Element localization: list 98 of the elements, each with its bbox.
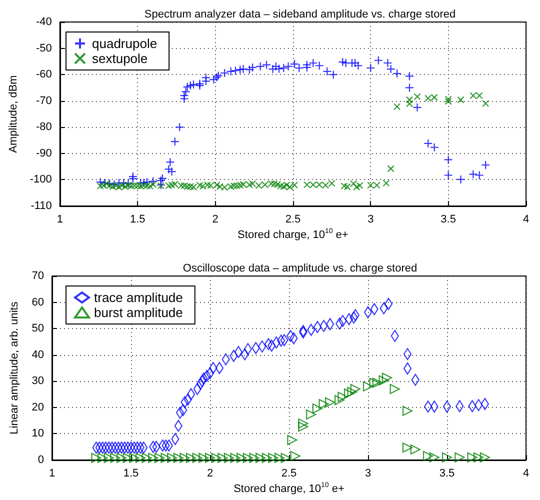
legend-label: quadrupole	[92, 36, 158, 51]
point	[242, 452, 253, 463]
point	[298, 418, 308, 429]
point	[268, 452, 278, 463]
x-tick-label: 2.5	[281, 468, 297, 480]
x-tick-label: 1.5	[123, 468, 139, 480]
point	[378, 375, 389, 386]
point	[204, 452, 216, 463]
point	[344, 388, 354, 399]
y-tick-label: 40	[32, 348, 44, 361]
y-tick-label: -40	[36, 16, 52, 28]
point	[290, 451, 300, 462]
y-tick-label: -70	[36, 94, 52, 107]
point	[116, 452, 127, 463]
y-axis-title: Linear amplitude, arb. units	[8, 301, 20, 434]
point	[236, 452, 247, 463]
point	[167, 452, 178, 463]
point	[154, 452, 164, 463]
x-tick-label: 2.5	[285, 214, 301, 226]
point	[306, 409, 316, 420]
point	[98, 452, 108, 463]
y-tick-label: 30	[32, 375, 44, 388]
x-tick-label: 3	[368, 214, 374, 226]
point	[298, 422, 308, 432]
point	[325, 397, 336, 408]
point	[369, 378, 380, 388]
x-tick-label: 1.5	[130, 214, 146, 226]
point	[422, 451, 434, 462]
point	[442, 452, 452, 462]
point	[274, 452, 285, 463]
point	[122, 452, 133, 463]
point	[148, 452, 158, 463]
x-tick-label: 4	[522, 214, 530, 226]
point	[334, 395, 345, 406]
point	[362, 381, 374, 392]
point	[347, 386, 358, 397]
y-tick-label: -50	[36, 42, 52, 54]
point	[402, 406, 413, 416]
point	[390, 384, 400, 394]
point	[256, 452, 266, 463]
point	[318, 398, 329, 410]
point	[160, 452, 171, 463]
point	[249, 452, 260, 463]
y-tick-label: -110	[30, 200, 52, 212]
y-tick-label: 50	[32, 322, 44, 335]
legend-label: trace amplitude	[94, 290, 183, 305]
point	[198, 452, 209, 463]
point	[218, 452, 228, 463]
point	[142, 452, 152, 463]
point	[402, 442, 413, 453]
point	[186, 452, 196, 463]
point	[262, 452, 272, 463]
point	[382, 372, 392, 383]
point	[91, 452, 102, 463]
point	[180, 452, 190, 463]
y-tick-label: 0	[38, 454, 44, 466]
chart-title: Spectrum analyzer data – sideband amplitude vs. charge stored	[144, 8, 456, 20]
point	[454, 452, 465, 462]
point	[224, 452, 234, 463]
point	[480, 452, 490, 462]
y-tick-label: 70	[32, 270, 44, 282]
point	[372, 378, 383, 388]
point	[230, 452, 240, 463]
point	[287, 434, 298, 446]
point	[338, 392, 348, 402]
x-tick-label: 2	[212, 214, 218, 226]
x-tick-label: 3	[364, 468, 372, 480]
point	[129, 452, 140, 463]
y-axis-title: Amplitude, dBm	[8, 75, 20, 153]
point	[211, 452, 222, 463]
x-tick-label: 1	[48, 468, 56, 480]
y-tick-label: -90	[36, 147, 52, 160]
y-tick-label: 60	[32, 296, 44, 308]
point	[312, 403, 322, 414]
y-tick-label: 10	[32, 428, 44, 440]
legend-label: burst amplitude	[94, 305, 183, 320]
point	[280, 452, 291, 463]
point	[192, 452, 202, 463]
point	[429, 452, 440, 462]
y-tick-label: 20	[32, 401, 44, 414]
y-tick-label: -60	[36, 68, 52, 81]
point	[467, 452, 478, 462]
point	[474, 452, 484, 462]
chart-title: Oscilloscope data – amplitude vs. charge stored	[182, 262, 418, 274]
point	[173, 452, 184, 463]
y-tick-label: -80	[36, 121, 52, 134]
x-tick-label: 1	[56, 214, 63, 226]
point	[135, 452, 146, 463]
point	[104, 452, 114, 463]
point	[350, 384, 360, 394]
point	[110, 452, 120, 463]
legend-label: sextupole	[92, 51, 148, 66]
x-tick-label: 3.5	[440, 214, 456, 226]
x-tick-label: 3.5	[439, 468, 455, 480]
x-tick-label: 4	[522, 468, 530, 480]
x-tick-label: 2	[206, 468, 214, 480]
y-tick-label: -100	[30, 174, 52, 186]
point	[410, 444, 420, 455]
